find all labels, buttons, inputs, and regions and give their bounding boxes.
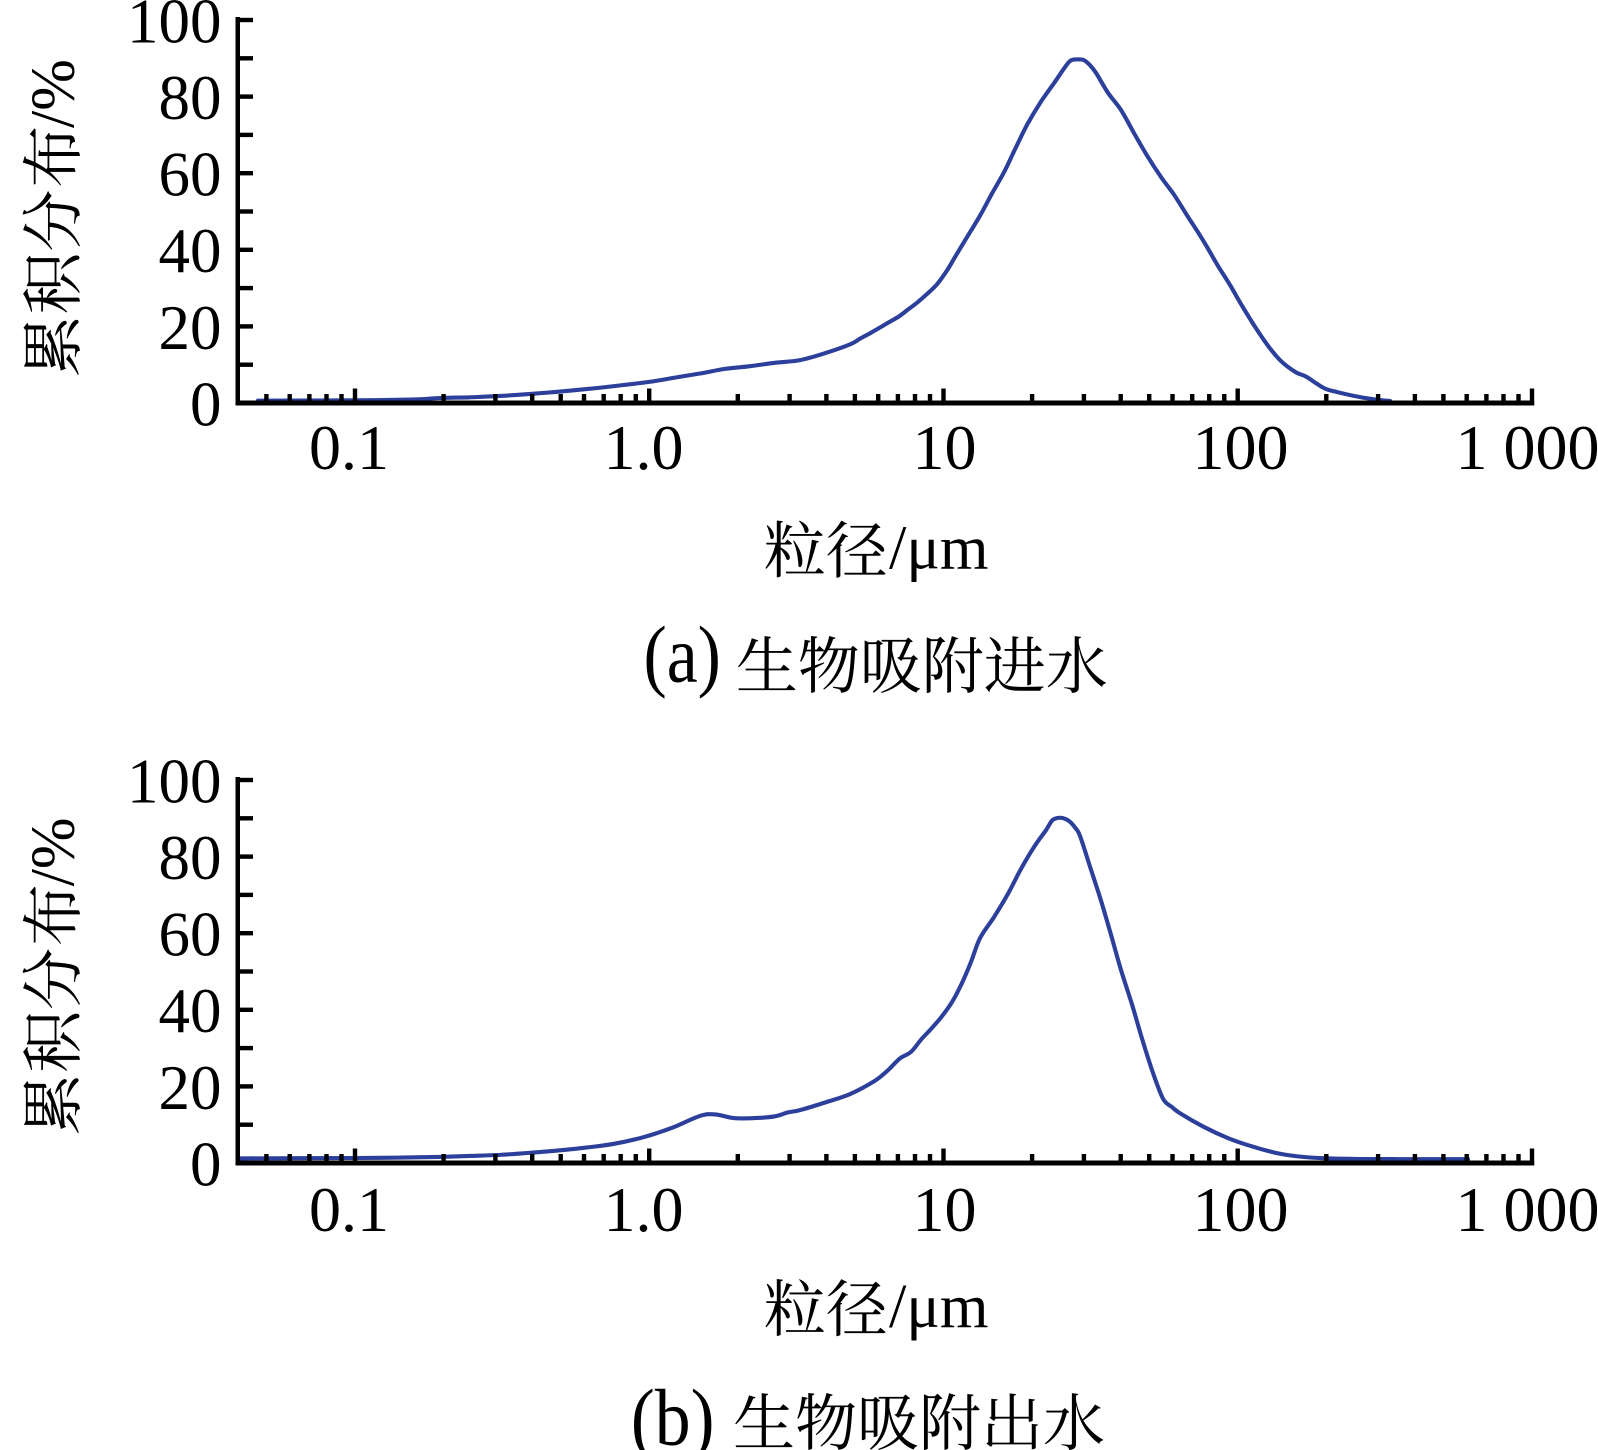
svg-text:1 000: 1 000	[1456, 412, 1598, 483]
svg-text:20: 20	[159, 1053, 222, 1123]
svg-text:60: 60	[159, 900, 222, 970]
svg-text:/%: /%	[20, 817, 88, 886]
svg-text:100: 100	[127, 746, 222, 816]
svg-text:100: 100	[1193, 412, 1289, 483]
svg-text:40: 40	[159, 216, 222, 286]
svg-text:0: 0	[190, 369, 222, 439]
svg-text:(b): (b)	[631, 1375, 715, 1450]
svg-text:60: 60	[159, 140, 222, 210]
svg-text:100: 100	[127, 0, 222, 56]
svg-text:0.1: 0.1	[309, 1174, 389, 1245]
svg-text:40: 40	[159, 976, 222, 1046]
svg-text:0.1: 0.1	[309, 412, 389, 483]
svg-text:10: 10	[913, 1174, 977, 1245]
svg-text:80: 80	[159, 823, 222, 893]
svg-text:1.0: 1.0	[604, 412, 684, 483]
svg-text:80: 80	[159, 63, 222, 133]
svg-text:20: 20	[159, 293, 222, 363]
svg-text:1 000: 1 000	[1456, 1174, 1598, 1245]
svg-text:/μm: /μm	[889, 1271, 989, 1341]
svg-text:/%: /%	[20, 59, 88, 128]
svg-text:/μm: /μm	[889, 513, 989, 583]
svg-text:10: 10	[913, 412, 977, 483]
svg-text:1.0: 1.0	[604, 1174, 684, 1245]
svg-text:100: 100	[1193, 1174, 1289, 1245]
svg-text:(a): (a)	[644, 612, 721, 700]
svg-text:0: 0	[190, 1129, 222, 1199]
